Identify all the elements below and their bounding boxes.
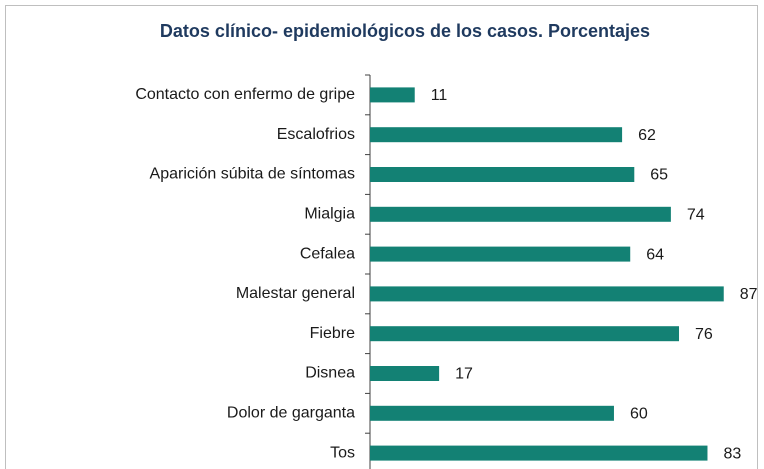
category-label: Malestar general [236,285,355,302]
bar [370,366,440,381]
value-label: 74 [687,207,705,224]
value-label: 11 [431,87,448,104]
category-label: Fiebre [310,325,355,342]
value-label: 62 [638,127,656,144]
bar [370,286,724,302]
category-label: Mialgia [304,206,355,223]
category-label: Aparición súbita de síntomas [150,166,355,183]
category-label: Cefalea [300,245,355,262]
bar [370,167,635,182]
category-label: Tos [330,444,355,461]
category-label: Disnea [305,365,355,382]
value-label: 60 [630,406,648,423]
value-label: 83 [723,445,741,462]
value-label: 87 [740,286,758,303]
bar [370,127,623,143]
bar [370,246,631,262]
category-label: Escalofrios [277,126,355,143]
bar [370,87,415,103]
bar [370,445,708,461]
bar [370,326,680,342]
value-label: 65 [650,167,668,184]
value-label: 17 [455,366,473,383]
bar [370,206,671,222]
category-label: Dolor de garganta [227,405,355,422]
category-label: Contacto con enfermo de gripe [135,86,355,103]
value-label: 76 [695,326,713,343]
chart-title: Datos clínico- epidemiológicos de los ca… [160,21,650,41]
bar [370,405,614,421]
chart-border [5,5,758,469]
value-label: 64 [646,246,664,263]
